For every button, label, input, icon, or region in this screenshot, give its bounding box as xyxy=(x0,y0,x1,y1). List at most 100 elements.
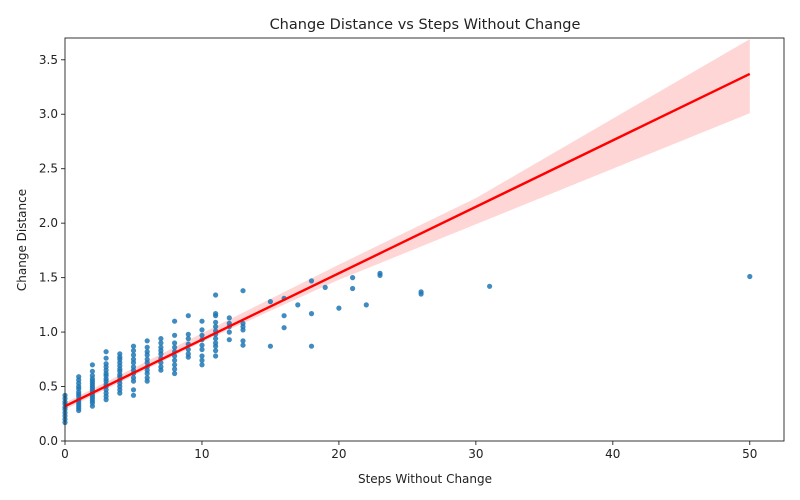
data-point xyxy=(185,336,191,342)
data-point xyxy=(240,320,246,326)
data-point xyxy=(172,332,178,338)
data-point xyxy=(350,275,356,281)
data-point xyxy=(130,352,137,358)
data-point xyxy=(185,331,191,337)
data-point xyxy=(226,315,232,321)
data-point xyxy=(158,364,164,370)
y-tick-label: 1.0 xyxy=(39,325,58,339)
data-point xyxy=(130,364,137,370)
data-point xyxy=(130,375,137,381)
y-tick-label: 0.0 xyxy=(39,434,58,448)
data-point xyxy=(172,357,178,363)
x-tick-label: 40 xyxy=(605,447,620,461)
data-point xyxy=(281,325,287,331)
data-point xyxy=(418,289,424,295)
data-point xyxy=(295,302,301,308)
data-point xyxy=(185,313,191,319)
data-point xyxy=(185,351,191,357)
x-axis-ticks: 0 10 20 30 40 50 xyxy=(61,441,757,461)
data-point xyxy=(158,344,164,350)
data-point xyxy=(103,349,109,355)
data-point xyxy=(172,362,178,368)
data-point xyxy=(199,332,205,338)
y-tick-label: 2.5 xyxy=(39,162,58,176)
chart-title: Change Distance vs Steps Without Change xyxy=(270,17,581,33)
y-tick-label: 3.5 xyxy=(39,53,58,67)
y-axis-ticks: 0.0 0.5 1.0 1.5 2.0 2.5 3.0 3.5 xyxy=(39,53,65,448)
data-point xyxy=(226,337,232,343)
x-tick-label: 20 xyxy=(331,447,346,461)
data-point xyxy=(281,313,287,319)
data-point xyxy=(377,270,383,276)
data-point xyxy=(130,348,137,354)
data-point xyxy=(76,374,82,380)
data-point xyxy=(199,353,205,359)
y-tick-label: 2.0 xyxy=(39,216,58,230)
x-axis-label: Steps Without Change xyxy=(358,472,492,486)
data-point xyxy=(199,362,205,368)
data-point xyxy=(103,355,109,361)
y-tick-label: 3.0 xyxy=(39,107,58,121)
data-point xyxy=(172,366,178,372)
data-point xyxy=(172,370,178,377)
data-point xyxy=(130,356,137,362)
data-point xyxy=(199,327,205,333)
data-point xyxy=(213,348,219,354)
data-point xyxy=(213,292,219,298)
data-point xyxy=(158,336,164,342)
data-point xyxy=(103,361,109,367)
data-point xyxy=(144,349,150,355)
x-tick-label: 0 xyxy=(61,447,69,461)
data-point xyxy=(213,340,219,346)
data-point xyxy=(117,351,123,357)
y-tick-label: 0.5 xyxy=(39,380,58,394)
x-tick-label: 10 xyxy=(194,447,209,461)
data-point xyxy=(199,357,205,363)
data-point xyxy=(213,319,219,325)
data-point xyxy=(144,375,150,381)
data-point xyxy=(308,311,315,317)
data-point xyxy=(199,346,205,353)
data-point xyxy=(240,342,246,348)
data-point xyxy=(172,318,178,324)
data-point xyxy=(487,283,493,289)
x-tick-label: 50 xyxy=(742,447,757,461)
data-point xyxy=(213,324,219,330)
data-point xyxy=(172,344,178,350)
data-point xyxy=(144,344,150,350)
data-point xyxy=(322,284,328,290)
data-point xyxy=(350,285,356,292)
data-point xyxy=(308,343,315,349)
data-point xyxy=(89,368,95,374)
data-point xyxy=(89,373,95,379)
data-point xyxy=(130,343,137,349)
data-point xyxy=(747,273,753,280)
data-point xyxy=(199,342,205,348)
data-point xyxy=(308,278,315,284)
data-point xyxy=(213,336,219,342)
confidence-band-layer xyxy=(65,39,750,410)
data-point xyxy=(158,340,164,346)
data-point xyxy=(267,343,273,349)
data-point xyxy=(89,362,95,368)
data-point xyxy=(144,338,150,344)
regression-line xyxy=(64,72,751,408)
data-point xyxy=(130,392,137,398)
confidence-band xyxy=(65,39,750,410)
y-axis-label: Change Distance xyxy=(15,189,29,291)
data-point xyxy=(240,338,246,344)
data-point xyxy=(144,356,150,362)
data-point xyxy=(130,387,137,393)
y-tick-label: 1.5 xyxy=(39,271,58,285)
x-tick-label: 30 xyxy=(468,447,483,461)
data-point xyxy=(213,353,219,359)
plot-frame xyxy=(64,37,785,442)
data-point xyxy=(240,288,246,294)
data-point xyxy=(336,305,342,311)
regression-layer xyxy=(64,72,751,408)
data-point xyxy=(199,318,205,324)
data-point xyxy=(213,311,219,317)
data-point xyxy=(363,302,369,308)
points-layer xyxy=(62,270,753,426)
